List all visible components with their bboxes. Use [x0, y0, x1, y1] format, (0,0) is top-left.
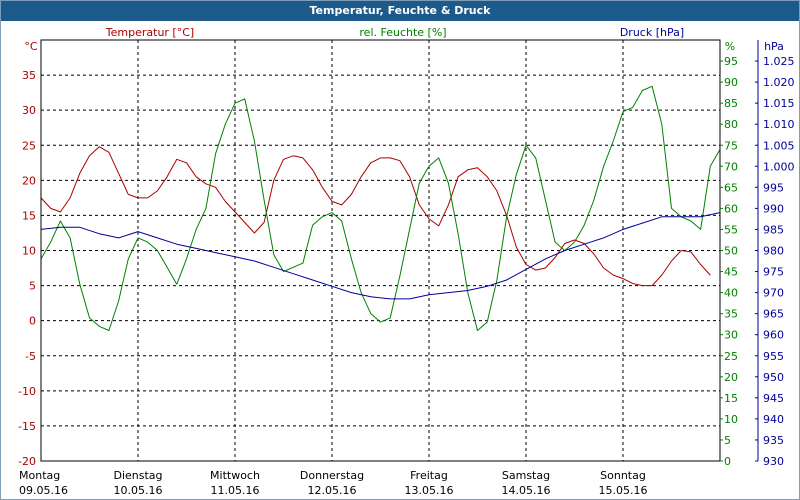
tick-label-pressure: 980 — [763, 245, 784, 258]
tick-label-humidity: 75 — [724, 139, 738, 152]
tick-label-temp: -10 — [18, 385, 36, 398]
tick-label-pressure: 1.010 — [763, 118, 795, 131]
tick-label-humidity: 30 — [724, 329, 738, 342]
series-line-temp — [40, 146, 711, 287]
tick-label-humidity: 40 — [724, 287, 738, 300]
series-line-press — [40, 212, 721, 300]
tick-label-humidity: 20 — [724, 371, 738, 384]
tick-label-pressure: 990 — [763, 202, 784, 215]
x-tick-date: 13.05.16 — [405, 484, 454, 497]
tick-label-humidity: 95 — [724, 55, 738, 68]
tick-label-humidity: 15 — [724, 392, 738, 405]
tick-label-humidity: 0 — [724, 455, 731, 468]
tick-label-pressure: 955 — [763, 350, 784, 363]
tick-label-pressure: 960 — [763, 329, 784, 342]
unit-pressure: hPa — [764, 40, 784, 53]
tick-label-pressure: 1.005 — [763, 139, 795, 152]
tick-label-pressure: 930 — [763, 455, 784, 468]
tick-label-humidity: 50 — [724, 245, 738, 258]
x-tick-day: Freitag — [410, 469, 448, 482]
tick-label-temp: 30 — [22, 104, 36, 117]
tick-label-humidity: 70 — [724, 160, 738, 173]
tick-label-humidity: 10 — [724, 413, 738, 426]
tick-label-pressure: 935 — [763, 434, 784, 447]
tick-label-pressure: 965 — [763, 308, 784, 321]
axis-label-pressure: Druck [hPa] — [620, 26, 684, 39]
tick-label-humidity: 60 — [724, 202, 738, 215]
x-tick-day: Samstag — [502, 469, 550, 482]
tick-label-temp: -5 — [25, 350, 36, 363]
unit-temperature: °C — [24, 40, 38, 53]
tick-label-temp: 15 — [22, 209, 36, 222]
tick-label-temp: 0 — [29, 315, 36, 328]
axis-label-humidity: rel. Feuchte [%] — [359, 26, 446, 39]
tick-label-temp: 25 — [22, 139, 36, 152]
x-tick-date: 15.05.16 — [599, 484, 648, 497]
tick-label-humidity: 85 — [724, 97, 738, 110]
tick-label-pressure: 950 — [763, 371, 784, 384]
x-tick-day: Donnerstag — [300, 469, 364, 482]
window-title: Temperatur, Feuchte & Druck — [1, 1, 799, 21]
tick-label-humidity: 65 — [724, 181, 738, 194]
tick-label-pressure: 985 — [763, 223, 784, 236]
x-tick-day: Sonntag — [600, 469, 646, 482]
unit-humidity: % — [725, 40, 735, 53]
tick-label-pressure: 975 — [763, 266, 784, 279]
x-tick-day: Mittwoch — [210, 469, 260, 482]
tick-label-temp: 35 — [22, 69, 36, 82]
x-tick-date: 09.05.16 — [19, 484, 68, 497]
tick-label-pressure: 945 — [763, 392, 784, 405]
tick-label-pressure: 970 — [763, 287, 784, 300]
tick-label-temp: -20 — [18, 455, 36, 468]
tick-label-pressure: 940 — [763, 413, 784, 426]
x-tick-date: 14.05.16 — [502, 484, 551, 497]
x-tick-day: Dienstag — [113, 469, 162, 482]
axis-label-temperature: Temperatur [°C] — [105, 26, 194, 39]
x-tick-date: 10.05.16 — [114, 484, 163, 497]
x-tick-date: 12.05.16 — [308, 484, 357, 497]
tick-label-humidity: 80 — [724, 118, 738, 131]
tick-label-pressure: 1.020 — [763, 76, 795, 89]
tick-label-temp: 5 — [29, 280, 36, 293]
tick-label-temp: -15 — [18, 420, 36, 433]
tick-label-humidity: 25 — [724, 350, 738, 363]
tick-label-humidity: 5 — [724, 434, 731, 447]
series-line-hum — [40, 85, 721, 331]
tick-label-humidity: 45 — [724, 266, 738, 279]
tick-label-pressure: 1.015 — [763, 97, 795, 110]
tick-label-temp: 10 — [22, 245, 36, 258]
x-tick-day: Montag — [19, 469, 60, 482]
tick-label-pressure: 1.025 — [763, 55, 795, 68]
tick-label-temp: 20 — [22, 174, 36, 187]
tick-label-humidity: 55 — [724, 223, 738, 236]
tick-label-humidity: 35 — [724, 308, 738, 321]
tick-label-humidity: 90 — [724, 76, 738, 89]
tick-label-pressure: 1.000 — [763, 160, 795, 173]
tick-label-pressure: 995 — [763, 181, 784, 194]
x-tick-date: 11.05.16 — [211, 484, 260, 497]
